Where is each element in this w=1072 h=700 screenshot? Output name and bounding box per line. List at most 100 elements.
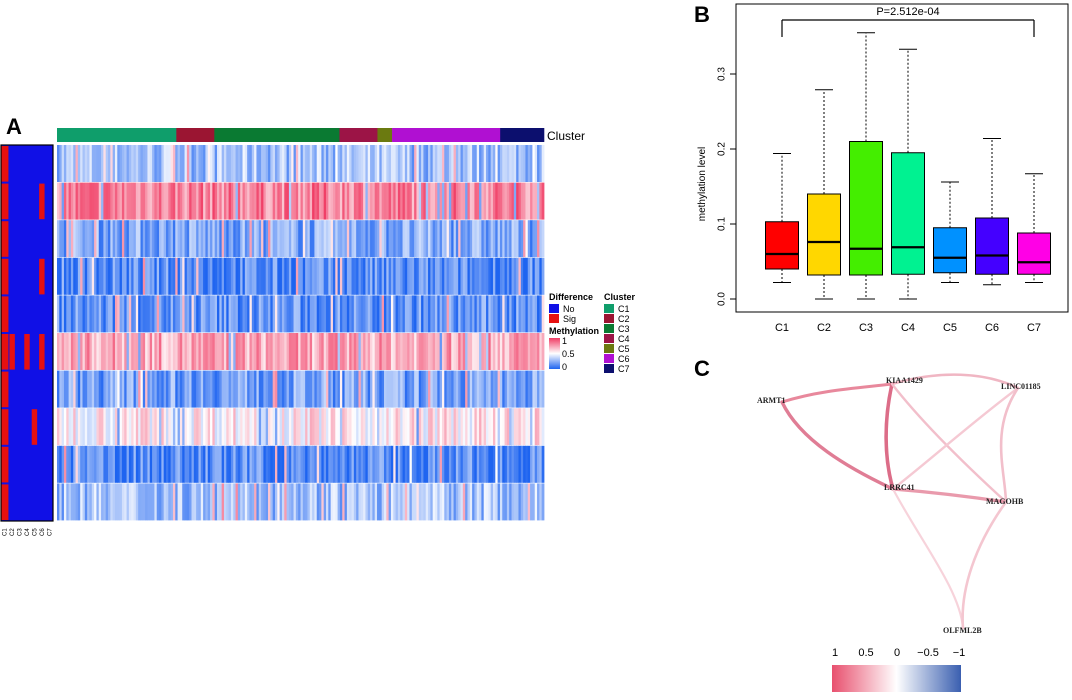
heatmap-cell [497, 370, 501, 408]
heatmap-cell [518, 220, 522, 258]
heatmap-cell [226, 295, 230, 333]
difference-col-label: C7 [47, 528, 53, 536]
heatmap-cell [390, 370, 394, 408]
heatmap-cell [323, 370, 327, 408]
heatmap-cell [346, 370, 350, 408]
heatmap-cell [511, 370, 515, 408]
heatmap-cell [499, 370, 503, 408]
heatmap-cell [432, 145, 436, 182]
heatmap-cell [316, 483, 320, 521]
heatmap-cell [117, 220, 121, 258]
heatmap-cell [330, 333, 334, 370]
heatmap-cell [219, 333, 223, 370]
heatmap-cell [105, 408, 109, 446]
heatmap-cell [149, 257, 153, 295]
heatmap-cell [537, 333, 540, 370]
heatmap-cell [177, 445, 181, 483]
heatmap-cell [372, 333, 376, 370]
heatmap-cell [407, 370, 410, 408]
heatmap-cell [486, 182, 489, 220]
heatmap-cell [416, 408, 420, 446]
heatmap-cell [353, 408, 357, 446]
heatmap-cell [539, 333, 543, 370]
heatmap-cell [219, 145, 223, 182]
heatmap-cell [147, 445, 151, 483]
heatmap-cell [196, 295, 199, 333]
heatmap-cell [145, 483, 148, 521]
heatmap-cell [404, 145, 408, 182]
heatmap-cell [145, 333, 148, 370]
heatmap-cell [270, 145, 274, 182]
heatmap-cell [481, 220, 485, 258]
heatmap-cell [295, 295, 299, 333]
heatmap-cell [108, 182, 111, 220]
heatmap-cell [395, 145, 399, 182]
x-tick-label-c4: C4 [901, 322, 915, 334]
heatmap-cell [133, 333, 137, 370]
heatmap-cell [205, 220, 209, 258]
heatmap-cell [344, 257, 348, 295]
heatmap-cell [425, 408, 429, 446]
heatmap-cell [77, 182, 81, 220]
heatmap-cell [416, 295, 420, 333]
heatmap-cell [404, 257, 408, 295]
heatmap-cell [242, 220, 246, 258]
heatmap-cell [189, 408, 192, 446]
heatmap-cell [212, 408, 216, 446]
heatmap-cell [61, 295, 65, 333]
edge-linc01185-lrrc41 [891, 386, 1020, 491]
heatmap-cell [458, 370, 461, 408]
heatmap-cell [342, 220, 345, 258]
heatmap-cell [377, 333, 380, 370]
difference-column-labels: C1 C2 C3 C4 C5 C6 C7 [3, 528, 54, 536]
heatmap-cell [390, 182, 394, 220]
heatmap-cell [372, 370, 376, 408]
heatmap-cell [435, 333, 438, 370]
heatmap-cell [335, 408, 339, 446]
heatmap-cell [247, 220, 250, 258]
pvalue-annotation: P=2.512e-04 [876, 6, 939, 18]
heatmap-cell [207, 408, 211, 446]
heatmap-cell [300, 483, 304, 521]
heatmap-cell [61, 370, 65, 408]
heatmap-cell [428, 370, 431, 408]
heatmap-cell [321, 408, 325, 446]
heatmap-cell [404, 182, 408, 220]
heatmap-cell [302, 333, 306, 370]
heatmap-cell [73, 220, 76, 258]
heatmap-cell [172, 220, 176, 258]
heatmap-cell [534, 483, 538, 521]
heatmap-cell [541, 145, 545, 182]
heatmap-cell [339, 295, 343, 333]
heatmap-cell [82, 182, 86, 220]
heatmap-cell [84, 295, 88, 333]
heatmap-cell [263, 370, 267, 408]
heatmap-cell [476, 333, 480, 370]
heatmap-row [57, 182, 545, 220]
heatmap-cell [321, 445, 325, 483]
heatmap-cell [300, 408, 304, 446]
cluster-legend-label-c1: C1 [618, 304, 630, 314]
heatmap-cell [251, 182, 255, 220]
heatmap-cell [154, 295, 158, 333]
heatmap-cell [374, 257, 378, 295]
heatmap-cell [261, 145, 264, 182]
heatmap-cell [328, 145, 332, 182]
heatmap-cell [332, 445, 336, 483]
heatmap-cell [358, 295, 362, 333]
heatmap-cell [147, 333, 151, 370]
heatmap-cell [495, 295, 499, 333]
heatmap-cell [337, 370, 341, 408]
heatmap-cell [131, 295, 134, 333]
heatmap-cell [228, 445, 232, 483]
correlation-colorbar: 1 0.5 0 −0.5 −1 [832, 647, 965, 692]
heatmap-cell [108, 220, 111, 258]
heatmap-cell [268, 408, 271, 446]
heatmap-cell [539, 257, 543, 295]
heatmap-cell [326, 295, 329, 333]
heatmap-cell [196, 408, 199, 446]
heatmap-cell [221, 408, 225, 446]
heatmap-cell [428, 182, 431, 220]
heatmap-cell [172, 333, 176, 370]
colorbar-tick-neg05: −0.5 [917, 647, 939, 659]
